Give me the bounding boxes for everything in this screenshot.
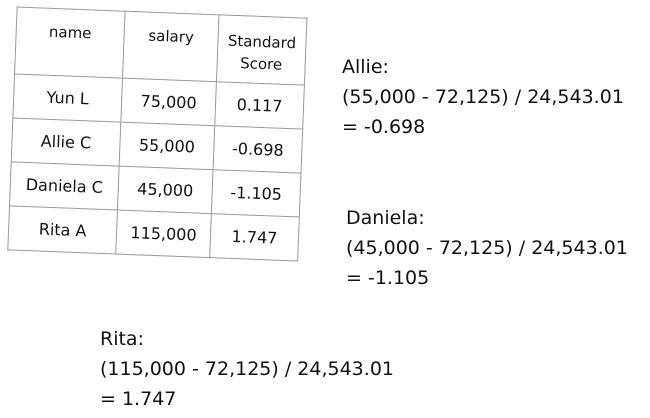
header-standard-score-line1: Standard: [227, 31, 297, 53]
cell-score: -0.698: [213, 125, 303, 174]
cell-name: Daniela C: [9, 161, 120, 211]
table-header-row: name salary Standard Score: [14, 7, 307, 86]
header-name: name: [14, 7, 126, 79]
calc-label: Rita:: [100, 328, 144, 350]
cell-score: 1.747: [209, 213, 300, 261]
cell-score: -1.105: [211, 169, 301, 218]
header-salary: salary: [122, 11, 220, 82]
cell-name: Yun L: [12, 73, 123, 123]
calculation-allie: Allie: (55,000 - 72,125) / 24,543.01 = -…: [342, 52, 624, 142]
calc-result: = 1.747: [100, 388, 177, 410]
calc-label: Allie:: [342, 56, 389, 78]
cell-name: Allie C: [11, 117, 121, 167]
calc-result: = -0.698: [342, 116, 426, 138]
calc-result: = -1.105: [346, 267, 430, 289]
calc-label: Daniela:: [346, 207, 425, 229]
header-standard-score-line2: Score: [239, 54, 283, 74]
calc-formula: (55,000 - 72,125) / 24,543.01: [342, 86, 624, 108]
salary-table: name salary Standard Score Yun L 75,000 …: [7, 7, 307, 262]
calc-formula: (115,000 - 72,125) / 24,543.01: [100, 358, 394, 380]
cell-salary: 75,000: [120, 78, 217, 126]
header-standard-score: Standard Score: [216, 14, 307, 86]
cell-salary: 115,000: [115, 210, 212, 258]
cell-name: Rita A: [7, 205, 118, 255]
cell-salary: 55,000: [119, 122, 215, 170]
cell-salary: 45,000: [117, 166, 214, 214]
calculation-daniela: Daniela: (45,000 - 72,125) / 24,543.01 =…: [346, 203, 628, 293]
calc-formula: (45,000 - 72,125) / 24,543.01: [346, 237, 628, 259]
salary-table-card: name salary Standard Score Yun L 75,000 …: [7, 7, 307, 261]
cell-score: 0.117: [214, 81, 305, 130]
calculation-rita: Rita: (115,000 - 72,125) / 24,543.01 = 1…: [100, 324, 394, 414]
